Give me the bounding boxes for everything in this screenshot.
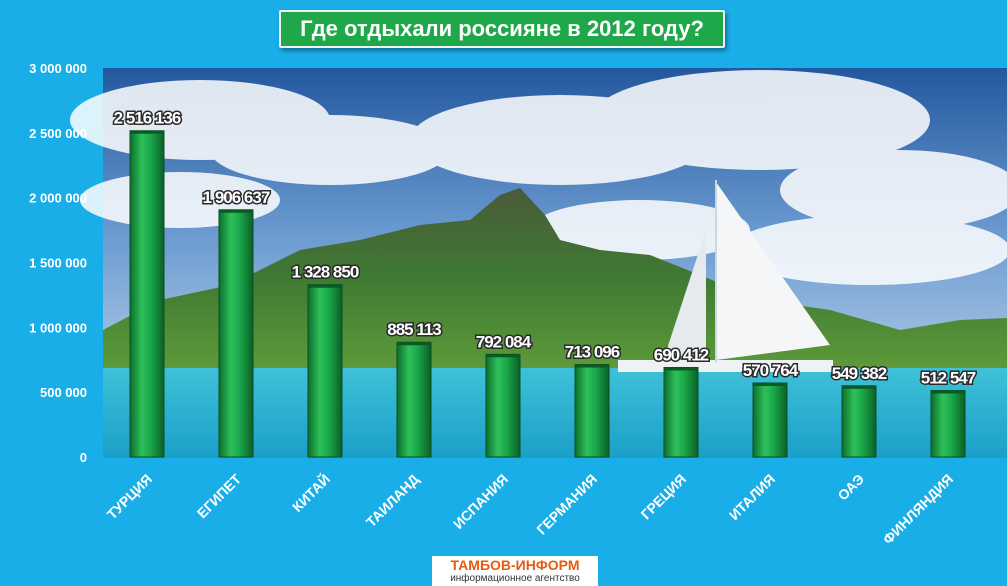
x-tick-label: ГЕРМАНИЯ bbox=[533, 471, 600, 538]
data-label: 792 084 bbox=[476, 332, 532, 351]
bar bbox=[663, 366, 699, 458]
bar-top bbox=[219, 209, 253, 213]
bar bbox=[218, 209, 254, 458]
y-tick-label: 3 000 000 bbox=[29, 61, 87, 76]
chart-title: Где отдыхали россияне в 2012 году? bbox=[279, 10, 725, 48]
bar bbox=[752, 382, 788, 458]
y-tick-label: 2 500 000 bbox=[29, 126, 87, 141]
x-tick-label: ФИНЛЯНДИЯ bbox=[880, 471, 957, 548]
y-tick-label: 1 000 000 bbox=[29, 320, 87, 335]
bar bbox=[129, 130, 165, 458]
x-tick-label: ТУРЦИЯ bbox=[104, 471, 156, 523]
bar-top bbox=[753, 382, 787, 386]
x-tick-label: ИСПАНИЯ bbox=[450, 471, 511, 532]
x-tick-label: ИТАЛИЯ bbox=[726, 471, 778, 523]
data-labels: 2 516 136 1 906 637 1 328 850 885 113 792 08… bbox=[112, 107, 978, 389]
data-label: 549 382 bbox=[832, 364, 887, 383]
y-axis: 0 500 000 1 000 000 1 500 000 2 000 000 2 500… bbox=[29, 61, 87, 465]
x-tick-label: ОАЭ bbox=[834, 471, 867, 504]
bar-top bbox=[664, 367, 698, 371]
x-tick-label: КИТАЙ bbox=[288, 470, 333, 515]
x-tick-label: ТАИЛАНД bbox=[363, 471, 422, 530]
logo: ТАМБОВ-ИНФОРМ информационное агентство bbox=[432, 556, 598, 586]
x-tick-label: ЕГИПЕТ bbox=[194, 470, 245, 521]
y-tick-label: 500 000 bbox=[40, 385, 87, 400]
bar-top bbox=[308, 284, 342, 288]
data-label: 713 096 bbox=[565, 343, 620, 362]
data-label: 570 764 bbox=[743, 361, 799, 380]
data-label: 512 547 bbox=[921, 369, 976, 388]
y-tick-label: 0 bbox=[80, 450, 87, 465]
bar-top bbox=[842, 385, 876, 389]
x-axis: ТУРЦИЯ ЕГИПЕТ КИТАЙ ТАИЛАНД ИСПАНИЯ ГЕРМАНИЯ Г… bbox=[104, 470, 957, 547]
bar bbox=[574, 364, 610, 458]
y-tick-label: 1 500 000 bbox=[29, 256, 87, 271]
bar bbox=[485, 353, 521, 458]
data-label: 885 113 bbox=[387, 320, 441, 339]
x-tick-label: ГРЕЦИЯ bbox=[638, 471, 690, 523]
bars bbox=[129, 130, 966, 458]
data-label: 690 412 bbox=[654, 345, 709, 364]
data-label: 1 328 850 bbox=[292, 263, 359, 282]
data-label: 1 906 637 bbox=[203, 188, 270, 207]
bar-top bbox=[575, 364, 609, 368]
logo-sub-text: информационное агентство bbox=[450, 573, 580, 584]
bar-top bbox=[397, 342, 431, 346]
bar-top bbox=[486, 354, 520, 358]
logo-main-text: ТАМБОВ-ИНФОРМ bbox=[450, 557, 580, 573]
bar bbox=[841, 385, 877, 458]
bar bbox=[307, 284, 343, 458]
bar-top bbox=[931, 390, 965, 394]
bar bbox=[396, 341, 432, 458]
bar bbox=[930, 390, 966, 458]
data-label: 2 516 136 bbox=[114, 109, 181, 128]
background-photo bbox=[70, 68, 1007, 458]
y-tick-label: 2 000 000 bbox=[29, 191, 87, 206]
bar-top bbox=[130, 130, 164, 134]
